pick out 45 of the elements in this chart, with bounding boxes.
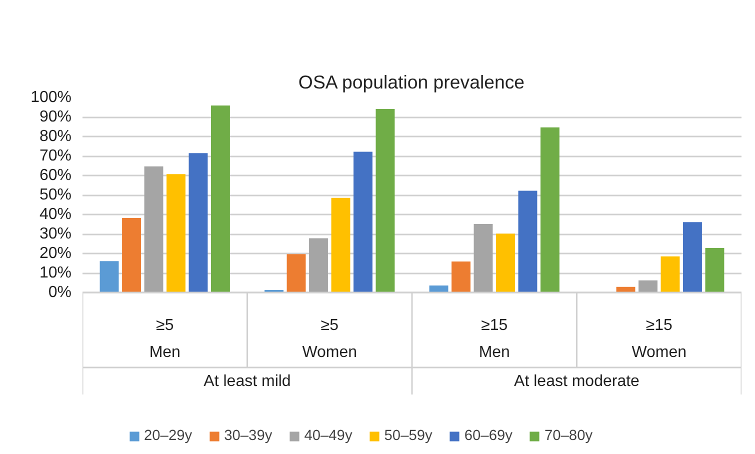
y-tick-label: 30% — [39, 226, 72, 242]
bar — [211, 105, 230, 292]
legend-label: 50–59y — [384, 428, 432, 444]
bar — [188, 153, 208, 292]
bar — [376, 109, 395, 292]
bar — [354, 152, 372, 292]
legend-label: 20–29y — [144, 428, 192, 444]
legend-label: 60–69y — [464, 428, 512, 444]
text: At least mild — [204, 373, 291, 390]
bar — [166, 174, 186, 292]
legend-label: 30–39y — [224, 428, 272, 444]
bar — [683, 222, 702, 292]
bar — [309, 238, 328, 292]
text: At least moderate — [514, 373, 640, 390]
x-tick-label: ≥15 Women — [632, 317, 687, 361]
bar — [540, 127, 560, 292]
bar — [331, 198, 350, 292]
bar — [452, 261, 470, 292]
y-tick-label: 60% — [39, 167, 72, 184]
bar — [429, 285, 448, 292]
y-tick-label: 0% — [48, 284, 72, 301]
y-tick-label: 20% — [39, 245, 72, 262]
y-tick-label: 90% — [39, 108, 72, 126]
legend-label: 40–49y — [304, 428, 352, 444]
y-tick-label: 80% — [39, 128, 72, 145]
bar — [144, 166, 164, 292]
chart-title: OSA population prevalence — [298, 72, 525, 92]
bar — [638, 280, 658, 292]
bar — [660, 256, 680, 292]
x-tick-label: ≥5 Women — [302, 317, 358, 361]
bar — [474, 224, 493, 292]
y-tick-label: 10% — [39, 264, 72, 282]
legend-label: 70–80y — [544, 428, 593, 444]
bar — [496, 234, 515, 292]
bar — [100, 261, 119, 292]
x-tick-label: ≥15 Men — [478, 317, 510, 361]
bar — [122, 218, 141, 292]
bar — [518, 190, 538, 292]
y-tick-label: 100% — [30, 89, 72, 106]
y-tick-label: 50% — [39, 186, 72, 204]
y-tick-label: 70% — [39, 148, 72, 164]
y-tick-label: 40% — [39, 206, 72, 223]
bar — [286, 254, 306, 292]
x-tick-label: ≥5 Men — [149, 317, 180, 361]
bar — [705, 248, 724, 292]
